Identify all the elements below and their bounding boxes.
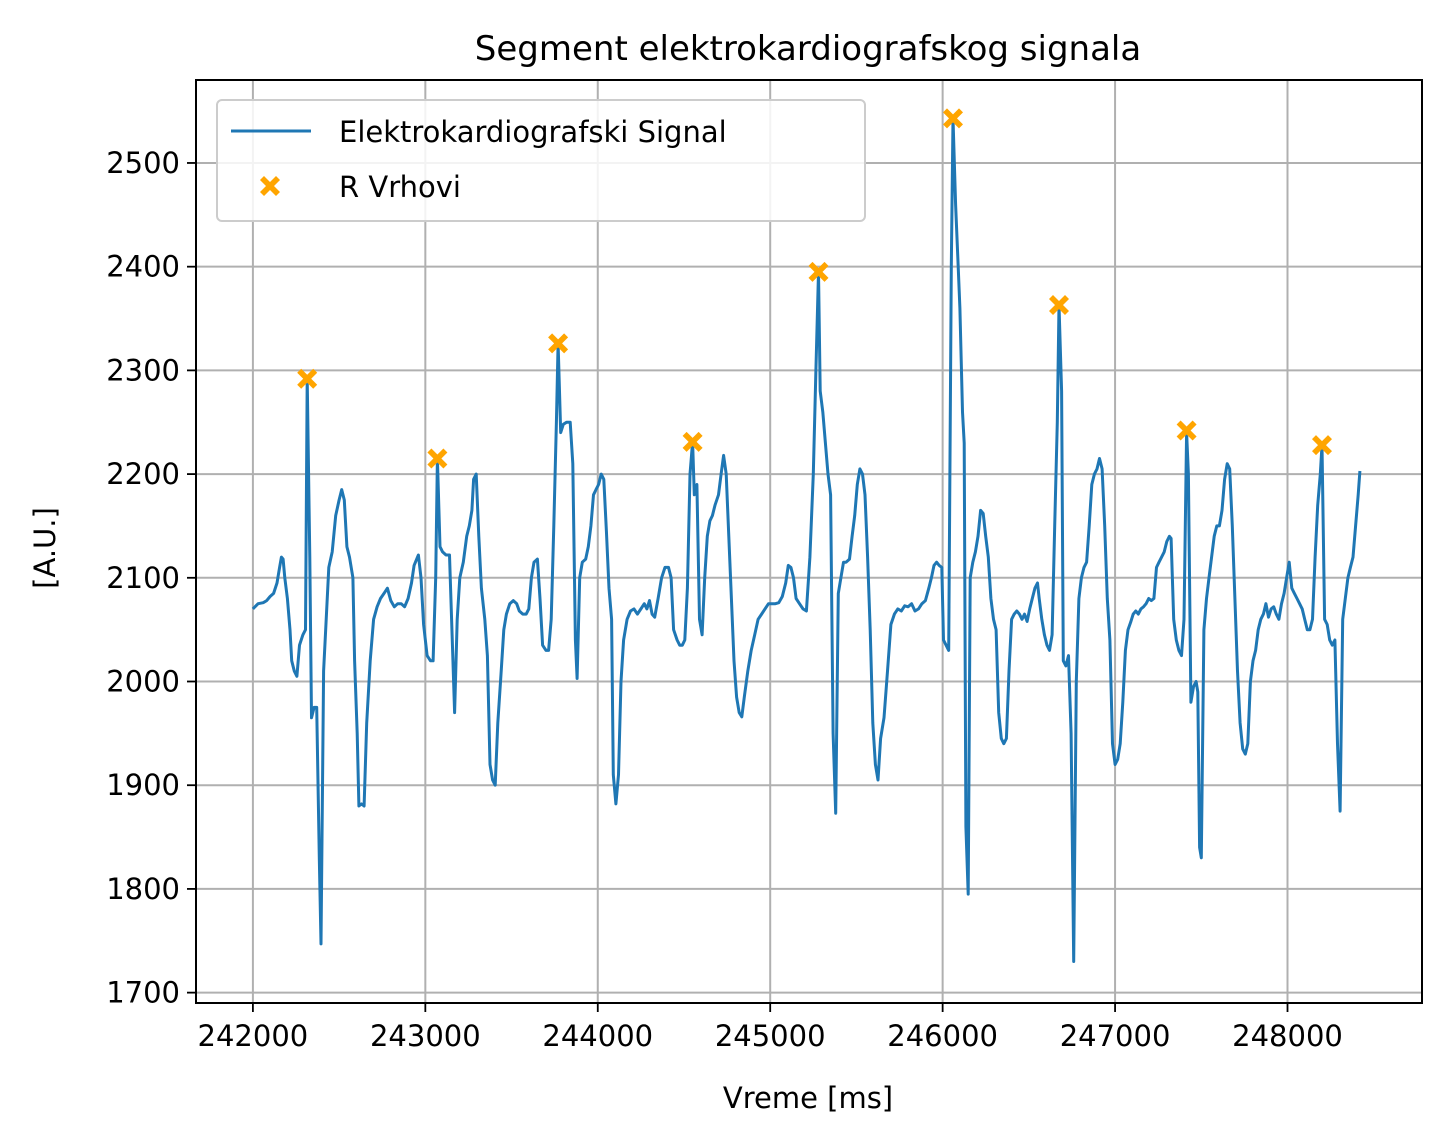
r-peak-marker [808, 261, 829, 282]
x-tick-label: 244000 [542, 1019, 653, 1053]
legend-entry-peaks: R Vrhovi [339, 170, 461, 204]
x-tick-label: 243000 [370, 1019, 481, 1053]
y-tick-label: 2500 [106, 146, 180, 180]
chart-title: Segment elektrokardiografskog signala [475, 29, 1141, 69]
grid-lines [196, 80, 1422, 1003]
legend-marker-swatch [260, 176, 280, 196]
r-peak-marker [548, 333, 569, 354]
y-tick-label: 2100 [106, 561, 180, 595]
legend-entry-signal: Elektrokardiografski Signal [339, 115, 727, 149]
x-tick-label: 246000 [887, 1019, 998, 1053]
y-tick-label: 2400 [106, 250, 180, 284]
x-tick-label: 245000 [715, 1019, 826, 1053]
r-peak-marker [1312, 435, 1332, 456]
y-axis-label: [A.U.] [28, 507, 62, 589]
x-tick-label: 248000 [1232, 1019, 1343, 1053]
y-tick-label: 1900 [106, 768, 180, 802]
legend: Elektrokardiografski Signal R Vrhovi [216, 99, 866, 222]
y-tick-label: 2300 [106, 353, 180, 387]
legend-box [216, 99, 866, 222]
plot-area-frame [195, 79, 1423, 1004]
y-axis-ticks: 1700 1800 1900 2000 2100 2200 2300 2400 2500 [106, 146, 196, 1010]
y-tick-label: 2000 [106, 665, 180, 699]
r-peak-marker [427, 448, 448, 469]
y-tick-label: 1800 [106, 872, 180, 906]
y-tick-label: 2200 [106, 457, 180, 491]
r-peak-marker [1176, 420, 1197, 441]
x-tick-label: 247000 [1060, 1019, 1171, 1053]
r-peak-marker [943, 108, 963, 129]
r-peak-marker [1049, 295, 1069, 315]
r-peak-marker [682, 431, 703, 452]
x-axis-label: Vreme [ms] [723, 1081, 893, 1115]
ecg-signal-line [251, 116, 1362, 963]
plot-series [251, 108, 1362, 963]
x-tick-label: 242000 [198, 1019, 309, 1053]
x-axis-ticks: 242000 243000 244000 245000 246000 247000 2480… [198, 1003, 1343, 1053]
r-peak-marker [297, 368, 318, 389]
y-tick-label: 1700 [106, 976, 180, 1010]
